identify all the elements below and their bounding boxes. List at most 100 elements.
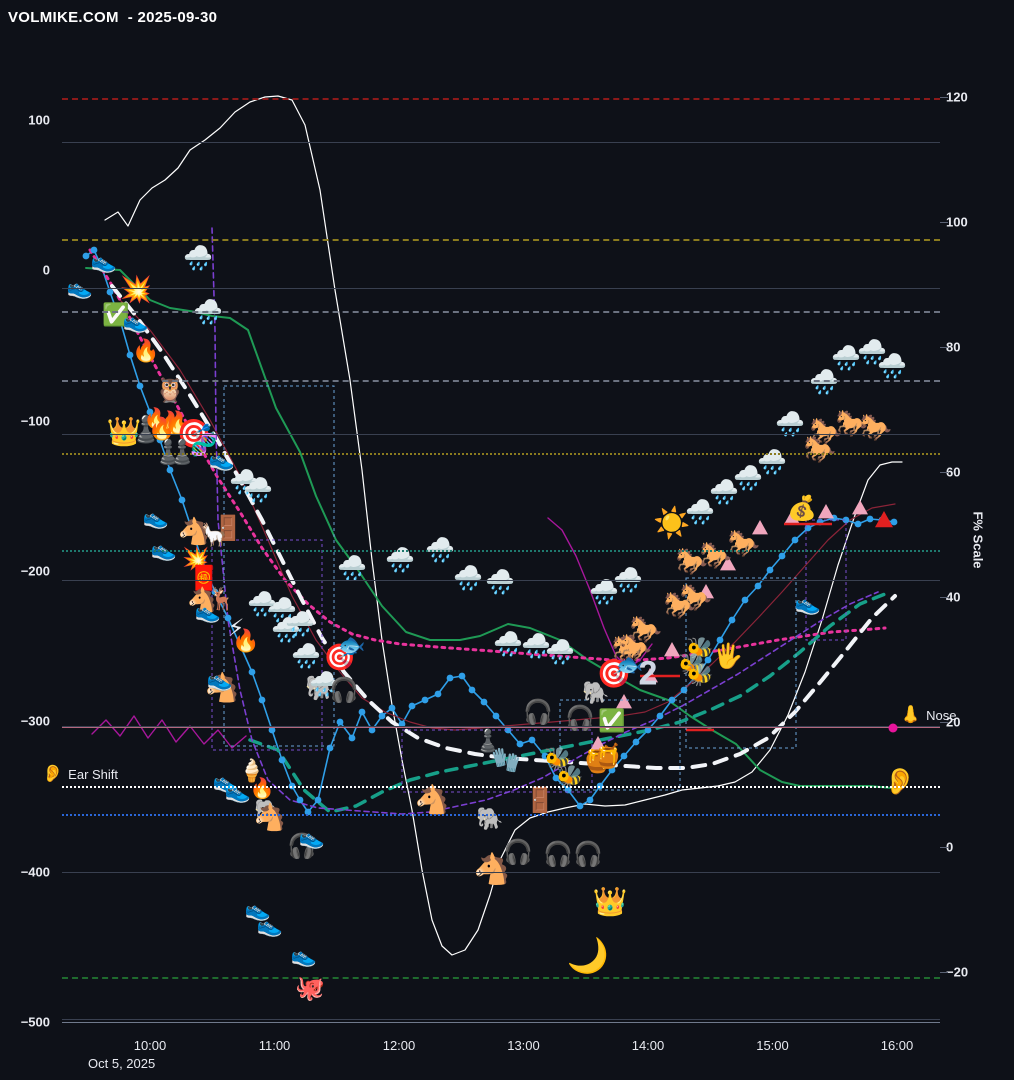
marker-hand: 🖐️ [713, 642, 743, 670]
marker-rain-cloud: 🌧️ [733, 464, 763, 492]
marker-elephant: 🐘 [582, 681, 610, 706]
marker-headphone: 🎧 [329, 676, 359, 704]
marker-rain-cloud: 🌧️ [857, 338, 887, 366]
marker-sneaker: 👟 [90, 249, 118, 274]
marker-green-knight: 🐎 [679, 583, 713, 613]
callout-count-badge: 2 [638, 654, 658, 693]
marker-rain-cloud: 🌧️ [291, 642, 321, 670]
x-axis-line [62, 1022, 940, 1023]
marker-lightning: ⚡ [227, 614, 245, 642]
y-axis-tick-right: 80 [946, 339, 961, 355]
marker-door: 🚪 [525, 786, 555, 814]
marker-collision: 💥 [182, 547, 210, 572]
x-axis-tick: 11:00 [258, 1038, 291, 1053]
tick-mark [940, 847, 948, 849]
marker-red-horse: 🐴 [204, 671, 240, 704]
marker-rain-cloud: 🌧️ [589, 578, 619, 606]
y-axis-tick-right: 20 [946, 714, 961, 730]
reference-line-olive-dashdot-hi [62, 239, 940, 241]
marker-fire: 🔥 [148, 417, 176, 442]
tick-mark [940, 972, 948, 974]
marker-green-knight: 🐎 [859, 413, 893, 443]
marker-green-knight: 🐎 [803, 435, 837, 465]
y-axis-tick-right: −20 [946, 964, 969, 980]
marker-green-knight: 🐎 [663, 591, 697, 621]
marker-sneaker: 👟 [142, 505, 170, 530]
marker-green-knight: 🐎 [809, 417, 843, 447]
tick-mark [940, 97, 948, 99]
marker-rain-cloud: 🌧️ [385, 546, 415, 574]
marker-deer: 🦌 [208, 587, 236, 612]
marker-fire: 🔥 [249, 776, 275, 800]
marker-headphone: 🎧 [573, 840, 603, 868]
reference-line-olive-dot [62, 453, 940, 455]
marker-moon: 🌙 [566, 936, 610, 976]
gridline [62, 872, 940, 873]
y-axis-tick-right: 40 [946, 589, 961, 605]
x-axis-date: Oct 5, 2025 [88, 1056, 156, 1071]
marker-rain-cloud: 🌧️ [775, 410, 805, 438]
marker-door: 🚪 [213, 514, 243, 542]
marker-llama: 🦙 [200, 523, 228, 548]
marker-sneaker: 👟 [194, 599, 222, 624]
reference-line-blue-dot-zero [62, 814, 940, 816]
marker-money-bag: 💰 [787, 494, 817, 522]
marker-red-horse: 🐴 [473, 852, 511, 887]
marker-pawn: ♟️ [474, 729, 502, 754]
marker-rain-cloud: 🌧️ [485, 568, 515, 596]
marker-headphone: 🎧 [523, 698, 553, 726]
marker-bee: 🐝 [556, 765, 584, 790]
marker-rain-cloud: 🌧️ [267, 596, 297, 624]
marker-rain-cloud: 🌧️ [183, 244, 213, 272]
x-axis-tick: 15:00 [756, 1038, 789, 1053]
tick-mark [940, 597, 948, 599]
marker-bee: 🐝 [686, 637, 714, 662]
marker-red-crown: 👑 [592, 885, 628, 918]
y-axis-tick-right: 100 [946, 214, 968, 230]
marker-red-pawn: ♟️ [153, 438, 183, 466]
marker-red-crown: 👑 [106, 415, 142, 448]
gridline [62, 434, 940, 435]
marker-rain-cloud: 🌧️ [243, 476, 273, 504]
marker-rain-cloud: 🌧️ [685, 498, 715, 526]
marker-headphone: 🎧 [287, 832, 317, 860]
marker-sneaker: 👟 [244, 897, 272, 922]
marker-rain-cloud: 🌧️ [337, 554, 367, 582]
marker-green-knight: 🐎 [611, 635, 645, 665]
marker-fire: 🔥 [132, 339, 160, 364]
marker-rain-cloud: 🌧️ [877, 352, 907, 380]
x-axis-tick: 14:00 [631, 1038, 665, 1053]
marker-sneaker: 👟 [224, 779, 252, 804]
marker-target: 🎯 [176, 417, 212, 450]
gridline [62, 726, 940, 727]
marker-rain-cloud: 🌧️ [247, 590, 277, 618]
y-axis-tick-left: −500 [20, 1014, 50, 1030]
marker-red-envelope: 🧧 [189, 564, 219, 592]
nose-icon: 👃 [900, 705, 922, 725]
y-axis-tick-left: 100 [28, 112, 50, 128]
marker-target: 🎯 [596, 657, 632, 690]
y-axis-tick-left: −300 [20, 713, 50, 729]
marker-check-mark: ✅ [598, 709, 626, 734]
marker-elephant: 🐘 [254, 799, 282, 824]
marker-red-horse: 🐴 [177, 517, 211, 547]
marker-green-knight: 🐎 [727, 529, 761, 559]
marker-sneaker: 👟 [256, 913, 284, 938]
marker-rain-cloud: 🌧️ [831, 344, 861, 372]
marker-sneaker: 👟 [794, 591, 822, 616]
marker-green-knight: 🐎 [699, 541, 733, 571]
marker-red-horse: 🐴 [414, 783, 450, 816]
annotation-nose: 👃 Nose [900, 705, 957, 725]
reference-line-teal-dot [62, 550, 940, 552]
marker-check-mark: ✅ [102, 303, 130, 328]
marker-rain-cloud: 🌧️ [271, 616, 301, 644]
right-axis-label: F% Scale [970, 511, 986, 569]
marker-red-horse: 🐴 [253, 803, 287, 833]
marker-ice-cream: 🍦 [238, 759, 266, 784]
nose-label: Nose [926, 708, 957, 723]
x-axis-tick: 13:00 [507, 1038, 540, 1053]
marker-sneaker: 👟 [298, 825, 326, 850]
tick-mark [940, 347, 948, 349]
ear-shift-label: Ear Shift [68, 767, 119, 782]
